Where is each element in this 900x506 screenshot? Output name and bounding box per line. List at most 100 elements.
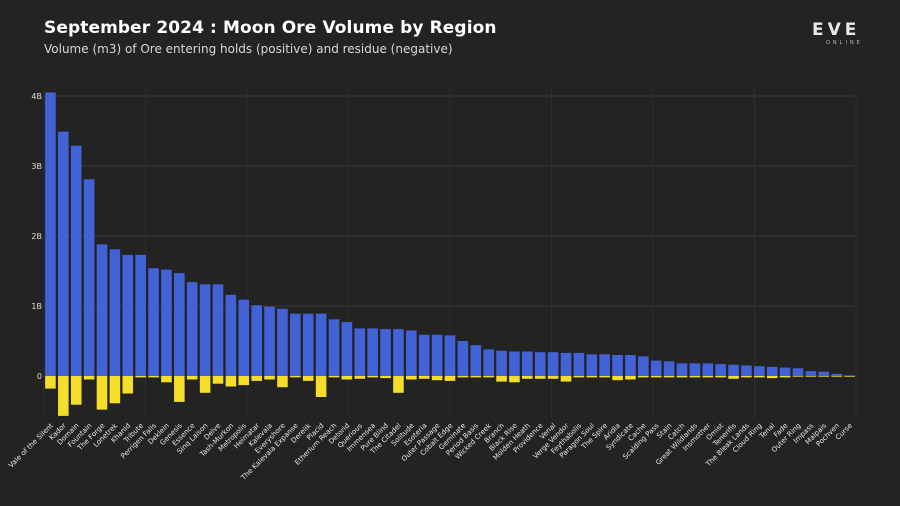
- bar-negative: [625, 376, 636, 380]
- y-axis: 0 1B 2B 3B 4B: [31, 92, 42, 381]
- bar-negative: [599, 376, 610, 378]
- bar-negative: [109, 376, 121, 404]
- bar-positive: [573, 352, 585, 376]
- bar-positive: [444, 335, 456, 376]
- bar-negative: [406, 376, 417, 380]
- bar-negative: [560, 376, 572, 382]
- bar-negative: [676, 376, 688, 378]
- bar-negative: [354, 376, 366, 379]
- y-tick-label: 2B: [31, 232, 42, 241]
- bar-negative: [638, 376, 649, 378]
- bar-negative: [818, 376, 830, 377]
- bar-negative: [199, 376, 211, 393]
- bar-negative: [509, 376, 520, 383]
- chart-title: September 2024 : Moon Ore Volume by Regi…: [44, 18, 497, 38]
- bar-positive: [393, 329, 404, 376]
- chart-subtitle: Volume (m3) of Ore entering holds (posit…: [44, 42, 453, 56]
- bar-positive: [509, 351, 520, 376]
- bar-negative: [148, 376, 159, 378]
- bar-positive: [354, 328, 366, 376]
- bar-negative: [96, 376, 108, 410]
- bar-positive: [290, 313, 301, 376]
- bar-positive: [689, 363, 701, 376]
- bar-positive: [676, 363, 688, 376]
- bar-positive: [380, 329, 391, 376]
- bar-positive: [174, 273, 185, 376]
- bar-negative: [431, 376, 443, 381]
- bar-negative: [212, 376, 224, 384]
- bar-positive: [122, 254, 134, 376]
- bar-negative: [45, 376, 56, 389]
- bar-positive: [496, 350, 507, 376]
- bar-positive: [70, 145, 82, 376]
- bar-positive: [238, 299, 250, 376]
- bar-negative: [754, 376, 765, 378]
- bar-positive: [818, 371, 830, 376]
- bar-negative: [612, 376, 623, 381]
- bar-positive: [264, 306, 275, 376]
- bar-negative: [135, 376, 146, 378]
- bar-negative: [238, 376, 250, 386]
- bar-positive: [457, 341, 469, 376]
- bar-positive: [109, 249, 121, 376]
- bar-positive: [225, 294, 237, 376]
- bar-positive: [83, 179, 95, 376]
- bar-negative: [367, 376, 378, 378]
- y-tick-label: 4B: [31, 92, 42, 101]
- bar-negative: [547, 376, 559, 379]
- logo-subtext: ONLINE: [826, 40, 863, 46]
- bar-negative: [302, 376, 314, 381]
- bar-positive: [766, 366, 778, 376]
- bar-negative: [186, 376, 198, 380]
- bar-positive: [431, 334, 443, 376]
- bar-positive: [663, 361, 675, 376]
- bar-positive: [844, 375, 855, 376]
- bar-negative: [393, 376, 404, 393]
- bar-negative: [805, 376, 817, 377]
- bar-negative: [496, 376, 507, 382]
- bar-negative: [444, 376, 456, 381]
- y-tick-label: 0: [37, 372, 42, 381]
- bar-negative: [174, 376, 185, 402]
- bar-positive: [96, 244, 108, 376]
- bar-negative: [483, 376, 494, 378]
- bar-positive: [161, 269, 172, 376]
- bar-positive: [341, 322, 353, 376]
- bar-positive: [805, 371, 817, 376]
- bar-negative: [728, 376, 739, 379]
- bar-negative: [470, 376, 482, 378]
- bar-positive: [406, 330, 417, 376]
- bar-positive: [199, 284, 211, 376]
- bar-positive: [212, 284, 224, 376]
- bar-negative: [341, 376, 353, 380]
- bar-positive: [148, 268, 159, 376]
- bar-positive: [547, 352, 559, 376]
- bar-negative: [715, 376, 726, 378]
- bar-negative: [290, 376, 301, 378]
- bar-positive: [702, 363, 714, 376]
- bar-positive: [715, 364, 726, 376]
- bar-negative: [122, 376, 134, 394]
- bar-negative: [522, 376, 533, 379]
- eve-online-logo: EVE ONLINE: [812, 22, 870, 48]
- y-tick-label: 1B: [31, 302, 42, 311]
- bar-positive: [560, 352, 572, 376]
- bar-negative: [650, 376, 662, 378]
- bar-negative: [689, 376, 701, 378]
- bar-positive: [779, 367, 791, 376]
- bar-positive: [367, 328, 378, 376]
- bar-negative: [83, 376, 95, 380]
- bars: [45, 92, 855, 416]
- bar-negative: [328, 376, 340, 378]
- bar-positive: [741, 365, 752, 376]
- bar-positive: [792, 368, 804, 376]
- bar-negative: [264, 376, 275, 380]
- bar-positive: [638, 356, 649, 376]
- bar-negative: [573, 376, 585, 378]
- bar-negative: [161, 376, 172, 383]
- bar-negative: [457, 376, 469, 378]
- bar-positive: [586, 354, 598, 376]
- bar-positive: [186, 282, 198, 376]
- bar-positive: [612, 355, 623, 376]
- bar-positive: [418, 334, 430, 376]
